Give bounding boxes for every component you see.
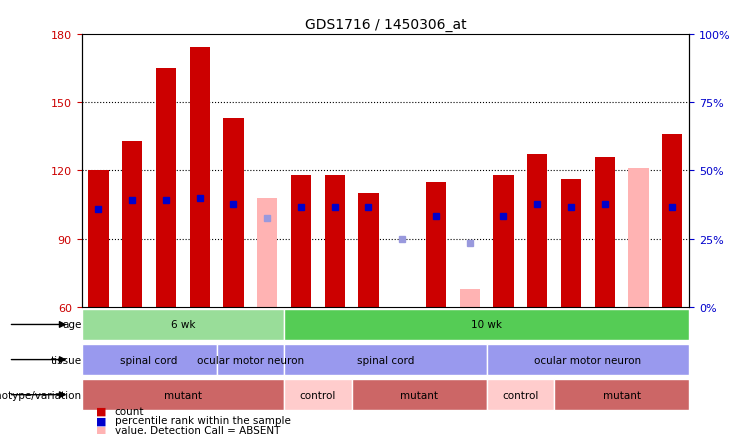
Bar — [190, 48, 210, 307]
Text: 6 wk: 6 wk — [170, 320, 195, 330]
Bar — [88, 171, 108, 307]
Title: GDS1716 / 1450306_at: GDS1716 / 1450306_at — [305, 18, 466, 32]
Text: ocular motor neuron: ocular motor neuron — [534, 355, 642, 365]
Text: mutant: mutant — [602, 390, 641, 400]
Bar — [325, 175, 345, 307]
Text: tissue: tissue — [50, 355, 82, 365]
FancyBboxPatch shape — [82, 309, 284, 341]
Bar — [594, 158, 615, 307]
Text: mutant: mutant — [400, 390, 438, 400]
Bar — [561, 180, 581, 307]
Bar — [156, 69, 176, 307]
Text: ■: ■ — [96, 425, 107, 434]
FancyBboxPatch shape — [284, 344, 487, 375]
Text: percentile rank within the sample: percentile rank within the sample — [115, 415, 290, 425]
Bar — [290, 175, 311, 307]
Text: value, Detection Call = ABSENT: value, Detection Call = ABSENT — [115, 425, 280, 434]
Bar — [628, 169, 648, 307]
Text: mutant: mutant — [164, 390, 202, 400]
Text: genotype/variation: genotype/variation — [0, 390, 82, 400]
Text: spinal cord: spinal cord — [356, 355, 414, 365]
Text: ocular motor neuron: ocular motor neuron — [196, 355, 304, 365]
FancyBboxPatch shape — [216, 344, 284, 375]
Bar — [426, 182, 446, 307]
Text: count: count — [115, 406, 144, 416]
FancyBboxPatch shape — [82, 379, 284, 411]
FancyBboxPatch shape — [284, 309, 689, 341]
Bar — [223, 119, 244, 307]
Bar — [459, 289, 480, 307]
Text: control: control — [502, 390, 539, 400]
Text: age: age — [62, 320, 82, 330]
Bar — [257, 198, 277, 307]
Bar — [527, 155, 548, 307]
Text: control: control — [299, 390, 336, 400]
FancyBboxPatch shape — [351, 379, 487, 411]
FancyBboxPatch shape — [487, 379, 554, 411]
Text: spinal cord: spinal cord — [120, 355, 178, 365]
Text: ■: ■ — [96, 415, 107, 425]
Text: 10 wk: 10 wk — [471, 320, 502, 330]
Bar — [122, 141, 142, 307]
FancyBboxPatch shape — [284, 379, 351, 411]
Bar — [494, 175, 514, 307]
FancyBboxPatch shape — [554, 379, 689, 411]
Bar — [662, 135, 682, 307]
Text: ■: ■ — [96, 406, 107, 416]
Bar — [359, 194, 379, 307]
FancyBboxPatch shape — [82, 344, 216, 375]
FancyBboxPatch shape — [487, 344, 689, 375]
